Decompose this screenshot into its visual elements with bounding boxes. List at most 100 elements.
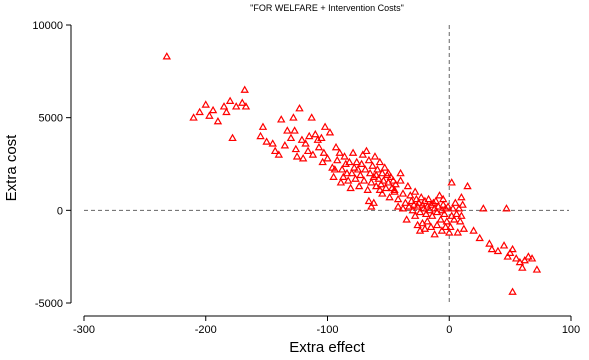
data-point: [375, 185, 385, 193]
data-point: [363, 185, 372, 193]
data-point: [258, 122, 268, 130]
data-point: [305, 131, 314, 140]
data-point: [446, 222, 455, 231]
data-point: [502, 204, 511, 212]
data-point: [417, 192, 426, 201]
data-point: [307, 113, 316, 121]
data-point: [308, 150, 318, 158]
data-point: [424, 194, 433, 203]
data-point: [365, 168, 375, 177]
data-point: [357, 159, 366, 167]
data-point: [374, 174, 383, 182]
data-point: [532, 265, 542, 273]
data-point: [268, 139, 277, 147]
data-point: [426, 200, 436, 208]
data-point: [225, 96, 235, 104]
data-point: [292, 152, 302, 160]
data-point: [222, 107, 231, 116]
data-point: [298, 154, 308, 162]
data-point: [340, 152, 349, 160]
data-point: [493, 246, 503, 255]
data-point: [256, 131, 265, 140]
data-point: [438, 194, 448, 203]
data-point: [420, 224, 430, 232]
data-point: [448, 204, 458, 212]
data-point: [440, 209, 449, 218]
data-point: [442, 217, 452, 225]
data-point: [342, 168, 352, 177]
y-tick-label: -5000: [35, 298, 63, 310]
data-point: [368, 161, 377, 169]
data-point: [459, 224, 469, 232]
data-point: [311, 129, 320, 138]
data-point: [320, 122, 330, 130]
data-point: [518, 263, 527, 271]
data-point: [339, 172, 348, 180]
data-point: [213, 116, 223, 125]
x-tick-label: 0: [446, 324, 452, 336]
data-point: [441, 204, 450, 212]
data-point: [438, 200, 448, 208]
data-point: [479, 204, 488, 212]
data-point: [331, 142, 341, 151]
data-point: [436, 215, 445, 223]
data-point: [240, 85, 249, 93]
data-point: [396, 176, 405, 184]
data-point: [449, 215, 459, 223]
data-point: [270, 146, 280, 155]
data-point: [386, 172, 396, 180]
data-point: [314, 142, 324, 151]
data-point: [362, 146, 371, 155]
data-point: [403, 181, 413, 190]
data-point: [410, 187, 420, 195]
y-axis-title: Extra cost: [3, 134, 20, 202]
data-point: [380, 163, 389, 171]
data-point: [345, 157, 354, 166]
data-point: [415, 207, 425, 216]
data-point: [361, 165, 370, 173]
chart-title: "FOR WELFARE + Intervention Costs": [250, 3, 404, 13]
data-point: [295, 103, 304, 112]
data-point: [286, 133, 296, 142]
data-point: [262, 137, 271, 145]
data-point: [447, 178, 456, 186]
data-point: [369, 172, 378, 180]
data-point: [323, 154, 332, 162]
data-point: [475, 233, 484, 242]
data-point: [401, 198, 410, 206]
data-point: [189, 113, 198, 121]
data-point: [527, 254, 537, 262]
data-point: [319, 148, 329, 156]
data-point: [352, 157, 361, 166]
data-point: [431, 196, 441, 205]
data-point: [376, 179, 386, 188]
data-point: [524, 252, 533, 260]
data-point: [487, 244, 497, 253]
data-point: [301, 139, 310, 147]
data-point: [277, 115, 286, 123]
data-point: [505, 248, 515, 256]
data-point: [289, 113, 298, 121]
data-point: [283, 126, 292, 134]
data-point: [393, 194, 403, 203]
data-point: [381, 183, 391, 192]
y-tick-label: 10000: [32, 20, 63, 32]
data-point: [364, 155, 374, 164]
data-point: [396, 168, 405, 177]
data-point: [350, 163, 359, 171]
data-point: [238, 98, 247, 106]
data-point: [408, 205, 417, 214]
data-point: [379, 176, 388, 184]
data-point: [195, 107, 204, 116]
data-point: [280, 141, 290, 149]
data-point: [398, 189, 408, 197]
data-point: [457, 192, 466, 201]
data-point: [290, 126, 299, 134]
data-point: [421, 209, 431, 218]
data-point: [402, 215, 411, 223]
data-point: [329, 172, 338, 180]
data-point: [508, 244, 517, 253]
data-point: [511, 254, 521, 262]
data-point: [432, 220, 442, 229]
data-point: [443, 202, 453, 210]
